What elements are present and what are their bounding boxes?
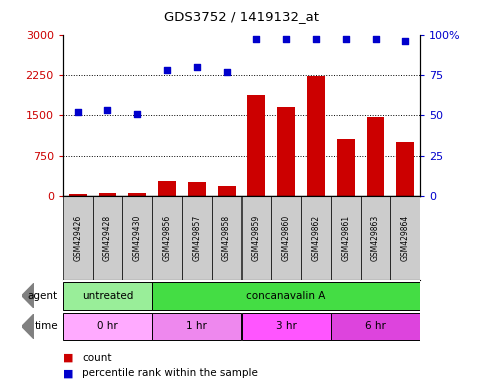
Text: 0 hr: 0 hr	[97, 321, 118, 331]
Point	[104, 107, 112, 113]
Polygon shape	[22, 314, 34, 339]
Bar	[122, 196, 152, 280]
Bar	[337, 139, 355, 196]
Bar	[212, 196, 242, 280]
Bar	[188, 182, 206, 196]
Text: GSM429428: GSM429428	[103, 215, 112, 261]
Bar	[158, 181, 176, 196]
Text: GSM429858: GSM429858	[222, 215, 231, 261]
Text: ■: ■	[63, 368, 73, 378]
Bar	[271, 196, 301, 280]
Bar	[63, 196, 93, 280]
Bar	[69, 194, 86, 196]
Bar	[331, 196, 361, 280]
Bar	[307, 76, 325, 196]
Text: GSM429862: GSM429862	[312, 215, 320, 261]
Bar	[128, 193, 146, 196]
Bar	[247, 95, 265, 196]
Point	[223, 69, 230, 75]
Bar	[218, 186, 236, 196]
Text: count: count	[82, 353, 112, 363]
Text: GSM429426: GSM429426	[73, 215, 82, 261]
Bar	[93, 196, 122, 280]
Bar	[331, 313, 420, 340]
Text: 3 hr: 3 hr	[276, 321, 297, 331]
Text: untreated: untreated	[82, 291, 133, 301]
Text: GSM429863: GSM429863	[371, 215, 380, 261]
Point	[372, 36, 380, 43]
Bar	[152, 282, 420, 310]
Point	[133, 111, 141, 117]
Bar	[397, 142, 414, 196]
Text: GSM429859: GSM429859	[252, 215, 261, 261]
Bar	[152, 196, 182, 280]
Text: GDS3752 / 1419132_at: GDS3752 / 1419132_at	[164, 10, 319, 23]
Bar	[301, 196, 331, 280]
Point	[253, 36, 260, 43]
Point	[282, 36, 290, 43]
Text: GSM429860: GSM429860	[282, 215, 291, 261]
Point	[163, 67, 171, 73]
Point	[401, 38, 409, 44]
Bar	[152, 313, 242, 340]
Text: agent: agent	[28, 291, 58, 301]
Bar	[99, 193, 116, 196]
Point	[342, 36, 350, 43]
Bar	[182, 196, 212, 280]
Bar	[361, 196, 390, 280]
Text: concanavalin A: concanavalin A	[246, 291, 326, 301]
Text: GSM429430: GSM429430	[133, 215, 142, 261]
Bar	[63, 313, 152, 340]
Bar	[277, 107, 295, 196]
Text: GSM429864: GSM429864	[401, 215, 410, 261]
Point	[74, 109, 82, 115]
Text: GSM429861: GSM429861	[341, 215, 350, 261]
Point	[193, 64, 201, 70]
Text: GSM429857: GSM429857	[192, 215, 201, 261]
Bar	[63, 282, 152, 310]
Polygon shape	[22, 283, 34, 308]
Point	[312, 36, 320, 43]
Bar	[242, 196, 271, 280]
Text: time: time	[34, 321, 58, 331]
Bar	[367, 117, 384, 196]
Bar	[390, 196, 420, 280]
Text: percentile rank within the sample: percentile rank within the sample	[82, 368, 258, 378]
Bar	[242, 313, 331, 340]
Text: 6 hr: 6 hr	[365, 321, 386, 331]
Text: GSM429856: GSM429856	[163, 215, 171, 261]
Text: ■: ■	[63, 353, 73, 363]
Text: 1 hr: 1 hr	[186, 321, 207, 331]
